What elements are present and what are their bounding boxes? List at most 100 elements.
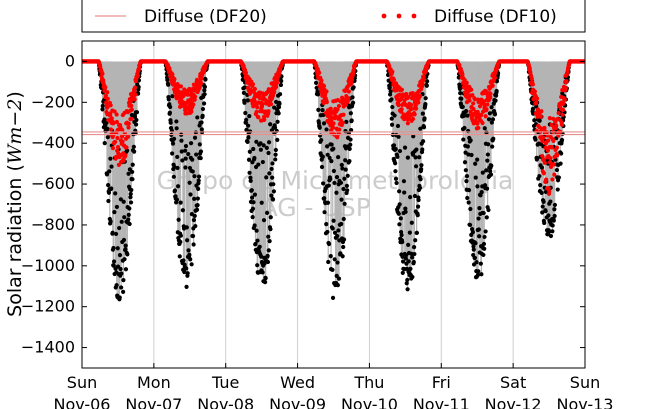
- global-point: [126, 171, 131, 176]
- global-point: [180, 158, 185, 163]
- diffuse-point: [556, 110, 561, 116]
- global-point: [132, 114, 138, 119]
- global-point: [317, 125, 322, 130]
- global-point: [423, 96, 428, 101]
- global-point: [319, 164, 325, 170]
- diffuse-point: [562, 97, 567, 102]
- global-point: [396, 134, 401, 139]
- global-point: [174, 119, 179, 124]
- global-point: [395, 123, 401, 129]
- global-point: [342, 201, 347, 206]
- global-point: [264, 210, 270, 215]
- global-point: [118, 197, 123, 202]
- global-point: [122, 215, 127, 220]
- diffuse-point: [328, 106, 333, 111]
- diffuse-point: [268, 101, 274, 107]
- global-point: [338, 180, 344, 185]
- global-point: [343, 158, 348, 163]
- global-point: [257, 244, 262, 249]
- global-point: [270, 197, 276, 202]
- global-point: [493, 93, 499, 98]
- global-point: [254, 228, 259, 233]
- global-point: [102, 141, 107, 146]
- global-point: [335, 283, 340, 288]
- global-point: [245, 139, 250, 145]
- global-point: [420, 111, 425, 116]
- diffuse-point: [529, 76, 534, 81]
- global-point: [100, 107, 105, 112]
- diffuse-point: [485, 102, 490, 107]
- global-point: [268, 122, 273, 127]
- global-point: [404, 281, 409, 286]
- global-point: [406, 242, 411, 247]
- global-point: [202, 88, 207, 93]
- global-point: [325, 200, 331, 205]
- global-point: [128, 195, 133, 200]
- global-point: [552, 213, 557, 219]
- global-point: [330, 267, 335, 272]
- global-point: [462, 125, 467, 131]
- global-point: [241, 90, 247, 96]
- global-point: [321, 181, 326, 186]
- global-point: [330, 226, 335, 231]
- diffuse-point: [126, 125, 131, 130]
- diffuse-point: [554, 145, 560, 150]
- global-point: [188, 257, 193, 262]
- global-point: [332, 257, 337, 262]
- global-point: [192, 213, 197, 219]
- global-point: [343, 167, 348, 172]
- diffuse-point: [470, 93, 475, 98]
- global-point: [541, 199, 546, 204]
- diffuse-point: [488, 95, 493, 100]
- global-point: [168, 104, 173, 110]
- diffuse-point: [260, 101, 265, 107]
- global-point: [546, 229, 552, 235]
- global-point: [270, 161, 275, 166]
- diffuse-point: [132, 97, 137, 102]
- global-point: [168, 120, 173, 125]
- diffuse-point: [319, 78, 324, 83]
- global-point: [537, 173, 542, 179]
- global-point: [185, 271, 190, 276]
- diffuse-point: [391, 77, 397, 82]
- global-point: [550, 223, 555, 228]
- global-point: [489, 163, 494, 168]
- global-point: [261, 143, 266, 148]
- global-point: [186, 248, 191, 253]
- global-point: [411, 259, 416, 265]
- global-point: [266, 140, 272, 145]
- global-point: [489, 105, 494, 110]
- global-point: [122, 257, 127, 262]
- global-point: [470, 229, 476, 235]
- global-point: [493, 98, 498, 103]
- global-point: [109, 186, 114, 191]
- global-point: [400, 259, 406, 264]
- global-point: [190, 157, 195, 162]
- global-point: [246, 123, 251, 128]
- global-point: [537, 118, 542, 123]
- diffuse-point: [544, 177, 549, 182]
- diffuse-point: [410, 91, 415, 96]
- diffuse-point: [542, 125, 547, 130]
- global-point: [411, 134, 416, 139]
- diffuse-point: [564, 79, 569, 84]
- diffuse-point: [133, 92, 138, 97]
- global-point: [336, 228, 341, 233]
- diffuse-point: [255, 105, 260, 110]
- global-point: [410, 255, 415, 260]
- global-point: [186, 151, 191, 157]
- global-point: [256, 162, 261, 167]
- global-point: [102, 117, 107, 122]
- global-point: [315, 92, 321, 97]
- diffuse-point: [115, 144, 121, 150]
- global-point: [176, 217, 181, 222]
- diffuse-point: [108, 127, 114, 132]
- global-point: [130, 169, 135, 175]
- global-point: [397, 222, 402, 227]
- global-point: [486, 207, 491, 213]
- global-point: [108, 219, 113, 224]
- global-point: [344, 183, 349, 188]
- diffuse-point: [538, 114, 543, 119]
- diffuse-point: [114, 112, 119, 117]
- global-point: [187, 252, 192, 257]
